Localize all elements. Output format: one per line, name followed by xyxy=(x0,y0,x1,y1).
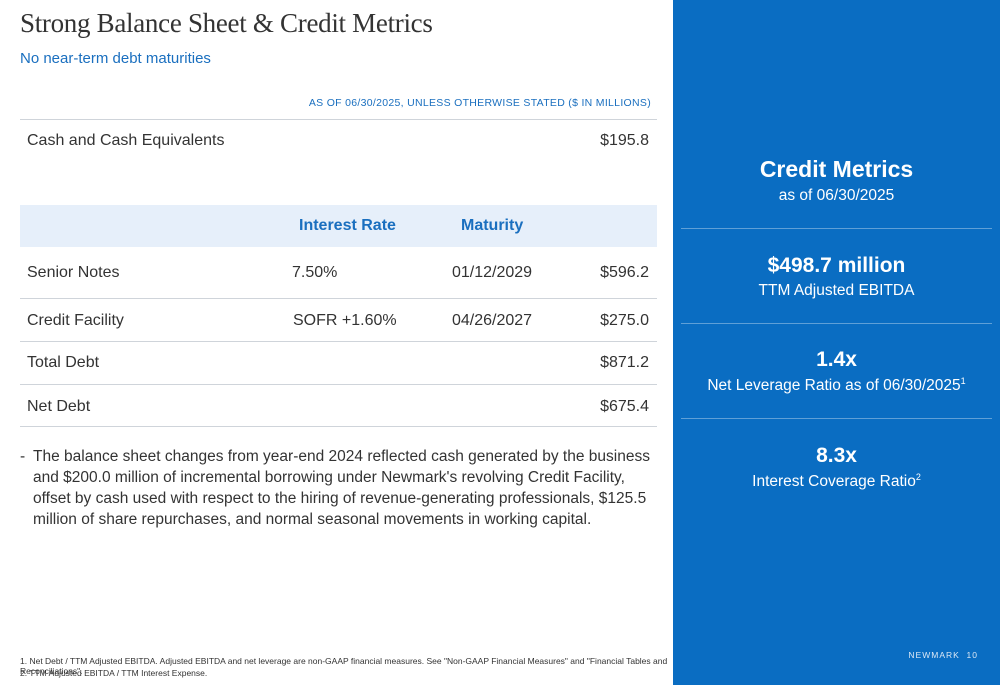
interest-rate: SOFR +1.60% xyxy=(293,312,397,329)
divider xyxy=(20,298,657,299)
interest-rate: 7.50% xyxy=(292,264,338,281)
metric-net-leverage: 1.4x Net Leverage Ratio as of 06/30/2025… xyxy=(681,348,992,395)
maturity-date: 04/26/2027 xyxy=(452,312,533,329)
brand-name: NEWMARK xyxy=(908,650,960,660)
panel-as-of: as of 06/30/2025 xyxy=(778,187,895,204)
footnote-marker: 1 xyxy=(960,376,966,386)
credit-metrics-panel: Credit Metrics as of 06/30/2025 $498.7 m… xyxy=(673,0,1000,685)
column-header-maturity: Maturity xyxy=(461,217,524,234)
page-subtitle: No near-term debt maturities xyxy=(20,50,211,67)
divider xyxy=(20,119,657,120)
footnote-2: 2. TTM Adjusted EBITDA / TTM Interest Ex… xyxy=(20,668,208,678)
metric-label-line: Interest Coverage Ratio2 xyxy=(681,472,992,491)
metric-label: TTM Adjusted EBITDA xyxy=(758,282,915,299)
metric-value: 8.3x xyxy=(816,444,857,467)
page-number: 10 xyxy=(966,650,978,660)
divider xyxy=(20,384,657,385)
column-header-interest-rate: Interest Rate xyxy=(299,217,396,234)
content-area: Strong Balance Sheet & Credit Metrics No… xyxy=(20,8,668,678)
row-value: $871.2 xyxy=(600,354,649,371)
metric-value: $498.7 million xyxy=(767,254,906,277)
metric-ebitda: $498.7 million TTM Adjusted EBITDA xyxy=(681,254,992,300)
panel-divider xyxy=(681,418,992,419)
divider xyxy=(20,341,657,342)
cash-label: Cash and Cash Equivalents xyxy=(27,132,225,149)
cash-value: $195.8 xyxy=(600,132,649,149)
maturity-date: 01/12/2029 xyxy=(452,264,533,281)
metric-label: Interest Coverage Ratio xyxy=(752,473,916,491)
footnote-1: 1. Net Debt / TTM Adjusted EBITDA. Adjus… xyxy=(20,656,668,676)
row-label: Senior Notes xyxy=(27,264,120,281)
panel-title: Credit Metrics xyxy=(759,156,914,182)
metric-label-line: Net Leverage Ratio as of 06/30/20251 xyxy=(681,376,992,395)
divider xyxy=(20,426,657,427)
row-label: Total Debt xyxy=(27,354,100,371)
row-label: Credit Facility xyxy=(27,312,124,329)
commentary-text: The balance sheet changes from year-end … xyxy=(33,448,650,528)
panel-divider xyxy=(681,323,992,324)
row-value: $275.0 xyxy=(600,312,649,329)
row-value: $596.2 xyxy=(600,264,649,281)
page-footer: NEWMARK 10 xyxy=(908,650,978,660)
bullet-dash: - xyxy=(20,448,26,465)
metric-label: Net Leverage Ratio as of 06/30/2025 xyxy=(707,377,961,395)
row-label: Net Debt xyxy=(27,398,91,415)
page-title: Strong Balance Sheet & Credit Metrics xyxy=(20,8,433,38)
row-value: $675.4 xyxy=(600,398,649,415)
metric-interest-coverage: 8.3x Interest Coverage Ratio2 xyxy=(681,444,992,491)
panel-divider xyxy=(681,228,992,229)
debt-table-header: Interest Rate Maturity xyxy=(20,205,657,247)
as-of-note: AS OF 06/30/2025, UNLESS OTHERWISE STATE… xyxy=(308,97,651,109)
footnote-marker: 2 xyxy=(915,472,921,482)
commentary-note: - The balance sheet changes from year-en… xyxy=(20,446,650,530)
metric-value: 1.4x xyxy=(816,348,857,371)
panel-heading: Credit Metrics as of 06/30/2025 xyxy=(681,156,992,205)
